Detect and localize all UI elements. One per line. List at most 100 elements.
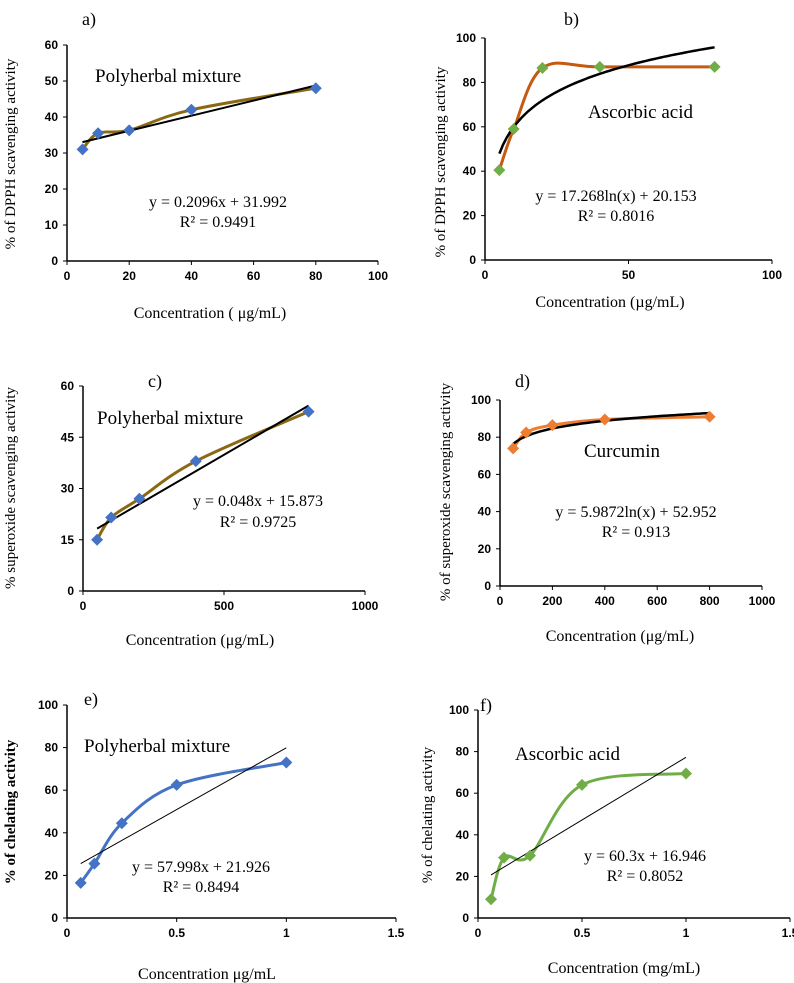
data-point — [493, 164, 506, 177]
data-point — [88, 857, 101, 870]
chart-panel-b: 0 20 40 60 80 100 0 50 100 b) Ascorbic acid y = … — [433, 9, 782, 311]
x-tick-label: 200 — [542, 594, 562, 608]
trend-equation: y = 0.2096x + 31.992 — [149, 194, 287, 211]
y-tick-label: 60 — [456, 786, 470, 800]
trend-equation: y = 5.9872ln(x) + 52.952 — [555, 504, 716, 521]
trend-equation: y = 60.3x + 16.946 — [584, 848, 706, 865]
chart-title: Curcumin — [584, 441, 660, 462]
y-tick-label: 40 — [45, 826, 59, 840]
y-tick-label: 20 — [45, 182, 59, 196]
trendline — [512, 411, 710, 445]
y-axis-label: % of chelating activity — [420, 746, 436, 883]
x-tick-label: 40 — [185, 269, 199, 283]
chart-title: Polyherbal mixture — [84, 736, 230, 757]
y-tick-label: 0 — [484, 579, 491, 593]
y-tick-label: 50 — [45, 74, 59, 88]
y-tick-label: 60 — [45, 38, 59, 52]
y-tick-label: 30 — [45, 146, 59, 160]
data-point — [703, 410, 716, 423]
y-tick-label: 60 — [45, 783, 59, 797]
trendline — [80, 747, 287, 865]
data-point — [185, 103, 198, 116]
trendline — [498, 46, 715, 155]
data-point — [598, 413, 611, 426]
x-tick-label: 80 — [309, 269, 323, 283]
r-squared: R² = 0.8052 — [607, 868, 684, 885]
y-tick-label: 10 — [45, 218, 59, 232]
y-tick-label: 20 — [463, 209, 477, 223]
x-tick-label: 20 — [123, 269, 137, 283]
r-squared: R² = 0.913 — [602, 524, 671, 541]
x-tick-label: 0 — [497, 594, 504, 608]
x-axis-label: Concentration (µg/mL) — [535, 294, 684, 311]
chart-title: Ascorbic acid — [588, 102, 693, 123]
data-point — [498, 851, 510, 864]
trend-equation: y = 57.998x + 21.926 — [132, 859, 270, 876]
panel-label: f) — [480, 695, 492, 716]
y-tick-label: 40 — [463, 164, 477, 178]
y-tick-label: 15 — [61, 533, 75, 547]
data-point — [520, 426, 533, 439]
trendline — [96, 404, 310, 530]
y-axis-label: % of DPPH scavenging activity — [3, 58, 19, 249]
x-tick-label: 800 — [700, 594, 720, 608]
x-tick-label: 1.5 — [388, 926, 405, 940]
x-tick-label: 600 — [647, 594, 667, 608]
y-tick-label: 80 — [478, 430, 492, 444]
x-tick-label: 0.5 — [168, 926, 185, 940]
panel-label: e) — [84, 689, 98, 710]
x-tick-label: 100 — [762, 268, 782, 282]
x-axis-label: Concentration (μg/mL) — [546, 628, 695, 645]
x-axis-label: Concentration ( μg/mL) — [134, 305, 287, 322]
y-tick-label: 20 — [478, 542, 492, 556]
x-tick-label: 50 — [622, 268, 636, 282]
plot-layer: 0 10 20 30 40 50 60 0 20 40 60 80 100 — [45, 38, 389, 283]
x-axis-label: Concentration (μg/mL) — [126, 632, 275, 649]
data-point — [680, 767, 692, 780]
y-tick-label: 60 — [61, 379, 75, 393]
x-tick-label: 0 — [80, 599, 87, 613]
data-point — [507, 442, 520, 455]
data-point — [133, 492, 146, 505]
y-tick-label: 40 — [456, 828, 470, 842]
data-point — [92, 127, 105, 140]
data-point — [507, 123, 520, 136]
data-point — [485, 893, 497, 906]
x-tick-label: 0 — [482, 268, 489, 282]
data-point — [74, 876, 87, 889]
y-tick-label: 0 — [469, 253, 476, 267]
x-tick-label: 0.5 — [574, 926, 591, 940]
data-point — [280, 756, 293, 769]
y-axis-label: % of chelating activity — [3, 739, 19, 884]
trendline — [490, 756, 687, 876]
y-tick-label: 80 — [463, 75, 477, 89]
y-tick-label: 100 — [449, 703, 469, 717]
chart-panel-f: 0 20 40 60 80 100 0 0.5 1 1.5 f) Ascorbic acid y … — [420, 695, 794, 977]
chart-title: Ascorbic acid — [515, 744, 620, 765]
y-tick-label: 20 — [456, 869, 470, 883]
plot-layer: 0 15 30 45 60 0 500 1000 — [61, 379, 379, 613]
panel-label: a) — [82, 9, 96, 30]
plot-layer: 0 20 40 60 80 100 0 50 100 — [456, 31, 782, 282]
panel-label: b) — [564, 9, 579, 30]
data-point — [170, 778, 183, 791]
y-tick-label: 40 — [478, 505, 492, 519]
y-tick-label: 0 — [462, 911, 469, 925]
chart-title: Polyherbal mixture — [95, 66, 241, 87]
trend-equation: y = 0.048x + 15.873 — [193, 493, 323, 510]
y-tick-label: 80 — [45, 741, 59, 755]
y-tick-label: 100 — [456, 31, 476, 45]
r-squared: R² = 0.9491 — [180, 214, 257, 231]
x-tick-label: 0 — [64, 926, 71, 940]
x-tick-label: 400 — [595, 594, 615, 608]
data-point — [524, 849, 536, 862]
data-point — [123, 124, 136, 137]
data-point — [576, 778, 588, 791]
data-point — [708, 60, 721, 73]
x-tick-label: 0 — [64, 269, 71, 283]
